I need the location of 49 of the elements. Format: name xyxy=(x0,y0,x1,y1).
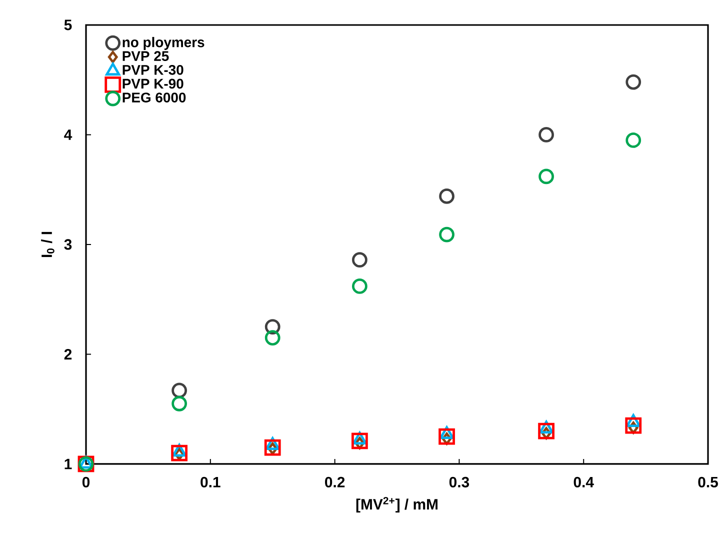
point xyxy=(352,432,367,445)
point xyxy=(264,439,281,456)
y-axis-title: I$_{0}$ / I xyxy=(41,232,54,258)
point xyxy=(352,278,368,294)
point xyxy=(268,442,278,455)
point xyxy=(628,422,638,434)
point xyxy=(171,444,188,462)
point xyxy=(264,330,280,346)
x-tick-label: 0.4 xyxy=(574,476,594,488)
point xyxy=(172,382,188,398)
point xyxy=(172,396,188,412)
x-tick-label: 0.3 xyxy=(449,476,470,488)
point xyxy=(626,414,641,427)
x-axis-title: [MV$^{2+}$] / mM xyxy=(356,496,438,513)
y-tick-label: 4 xyxy=(64,130,72,140)
y-tick-label: 1 xyxy=(64,458,72,470)
legend-label: no ploymers xyxy=(122,36,204,50)
point xyxy=(538,168,554,184)
legend-label: PVP K-90 xyxy=(122,78,184,89)
point xyxy=(352,252,368,268)
point xyxy=(438,428,455,445)
point xyxy=(625,417,642,434)
point xyxy=(538,422,554,440)
legend-label: PVP K-30 xyxy=(122,64,184,75)
x-tick-label: 0 xyxy=(82,476,90,488)
point xyxy=(440,426,454,440)
legend-label: PEG 6000 xyxy=(122,92,186,102)
point xyxy=(626,132,642,148)
y-tick-label: 3 xyxy=(64,239,72,250)
point xyxy=(442,432,452,445)
x-tick-label: 0.1 xyxy=(200,476,220,488)
point xyxy=(439,226,454,242)
point xyxy=(539,420,554,434)
x-tick-label: 0.2 xyxy=(325,476,345,488)
point xyxy=(541,427,552,440)
point xyxy=(174,448,184,460)
point xyxy=(538,127,554,142)
point xyxy=(354,436,365,450)
legend-label: PVP 25 xyxy=(122,51,169,62)
point xyxy=(626,74,642,90)
point xyxy=(439,188,454,204)
y-tick-label: 5 xyxy=(64,20,72,30)
point xyxy=(265,437,280,450)
point xyxy=(78,456,94,469)
point xyxy=(264,319,280,334)
x-tick-label: 0.5 xyxy=(698,476,718,488)
y-tick-label: 2 xyxy=(64,349,72,360)
point xyxy=(351,432,368,450)
point xyxy=(172,444,187,457)
